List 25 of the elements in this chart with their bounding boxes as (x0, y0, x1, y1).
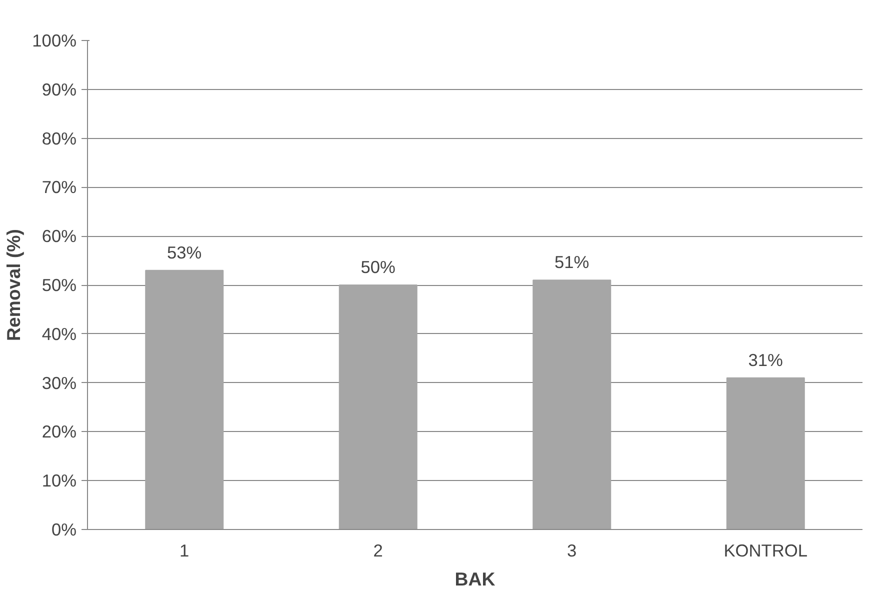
data-label: 53% (167, 242, 202, 262)
y-tick-label: 50% (42, 275, 77, 295)
y-tick-label: 20% (42, 422, 77, 442)
y-tick-label: 10% (42, 470, 77, 491)
y-tick-label: 40% (42, 324, 77, 344)
x-axis-title: BAK (454, 568, 496, 590)
bar (726, 377, 805, 530)
y-tick-label: 100% (32, 30, 77, 50)
y-tick-label: 80% (42, 128, 77, 148)
y-tick-label: 60% (42, 226, 77, 246)
data-label: 50% (360, 257, 396, 277)
y-tick-label: 30% (42, 372, 77, 393)
y-axis-title: Removal (%) (3, 229, 24, 341)
y-tick-label: 0% (51, 520, 76, 540)
bar (338, 284, 418, 530)
bar (145, 270, 224, 530)
y-tick-label: 70% (42, 177, 77, 198)
data-label: 31% (748, 350, 783, 370)
x-tick-label: 1 (180, 540, 190, 560)
y-tick-label: 90% (42, 79, 77, 100)
x-tick-label: 3 (567, 540, 577, 560)
bar (532, 280, 612, 530)
x-tick-label: KONTROL (724, 540, 808, 560)
x-tick-label: 2 (373, 540, 383, 560)
data-label: 51% (554, 252, 590, 272)
